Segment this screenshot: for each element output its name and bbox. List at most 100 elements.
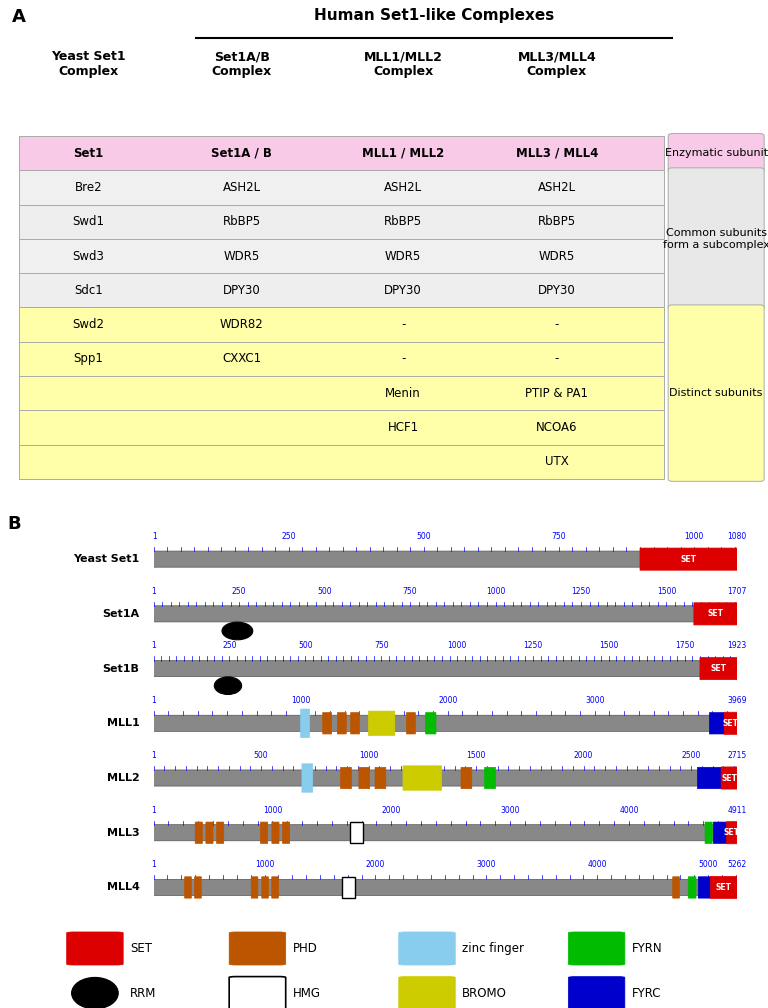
Text: MLL3 / MLL4: MLL3 / MLL4 — [515, 147, 598, 159]
Text: MLL1 / MLL2: MLL1 / MLL2 — [362, 147, 445, 159]
Text: SET: SET — [131, 942, 152, 955]
Text: Swd3: Swd3 — [72, 250, 104, 262]
Text: RbBP5: RbBP5 — [384, 216, 422, 228]
Ellipse shape — [214, 677, 242, 695]
FancyBboxPatch shape — [272, 823, 279, 844]
FancyBboxPatch shape — [406, 713, 415, 734]
FancyBboxPatch shape — [206, 823, 213, 844]
FancyBboxPatch shape — [262, 877, 268, 898]
Text: 1: 1 — [151, 805, 156, 814]
FancyBboxPatch shape — [351, 713, 359, 734]
Text: Bre2: Bre2 — [74, 181, 102, 194]
Text: WDR5: WDR5 — [385, 250, 422, 262]
Bar — [19, 342, 664, 376]
Text: 500: 500 — [253, 751, 268, 760]
Text: 500: 500 — [317, 587, 332, 596]
Text: MLL3/MLL4
Complex: MLL3/MLL4 Complex — [518, 50, 596, 79]
Bar — [19, 445, 664, 479]
Text: 2500: 2500 — [681, 751, 700, 760]
Text: Human Set1-like Complexes: Human Set1-like Complexes — [314, 7, 554, 22]
FancyBboxPatch shape — [194, 877, 201, 898]
Bar — [19, 376, 664, 410]
Bar — [349, 823, 362, 844]
Ellipse shape — [222, 622, 253, 640]
Text: Swd1: Swd1 — [72, 216, 104, 228]
Text: WDR5: WDR5 — [223, 250, 260, 262]
Text: 1: 1 — [151, 641, 156, 650]
FancyBboxPatch shape — [710, 876, 737, 898]
Text: Set1A / B: Set1A / B — [211, 147, 273, 159]
Text: 1000: 1000 — [684, 532, 703, 541]
Text: BROMO: BROMO — [462, 987, 507, 1000]
Text: Enzymatic subunit: Enzymatic subunit — [664, 148, 768, 158]
Text: ASH2L: ASH2L — [538, 181, 576, 194]
Text: 500: 500 — [416, 532, 431, 541]
Text: SET: SET — [724, 829, 740, 838]
Text: 3969: 3969 — [727, 697, 747, 706]
Text: PHD: PHD — [293, 942, 318, 955]
Text: Yeast Set1: Yeast Set1 — [73, 554, 140, 564]
FancyBboxPatch shape — [272, 877, 278, 898]
Text: 1000: 1000 — [263, 805, 282, 814]
FancyBboxPatch shape — [369, 711, 395, 736]
Text: DPY30: DPY30 — [538, 284, 576, 296]
Text: RbBP5: RbBP5 — [538, 216, 576, 228]
Text: 1000: 1000 — [291, 697, 310, 706]
Text: Spp1: Spp1 — [74, 353, 103, 365]
Text: CXXC1: CXXC1 — [223, 353, 261, 365]
Text: 1500: 1500 — [657, 587, 676, 596]
FancyBboxPatch shape — [154, 716, 737, 732]
FancyBboxPatch shape — [705, 823, 712, 844]
FancyBboxPatch shape — [668, 305, 764, 482]
FancyBboxPatch shape — [668, 168, 764, 310]
Text: 3000: 3000 — [477, 861, 496, 869]
Text: zinc finger: zinc finger — [462, 942, 525, 955]
FancyBboxPatch shape — [323, 713, 332, 734]
Text: 250: 250 — [222, 641, 237, 650]
FancyBboxPatch shape — [713, 823, 727, 844]
Text: 4000: 4000 — [619, 805, 639, 814]
Text: B: B — [7, 515, 21, 533]
Bar — [19, 410, 664, 445]
Bar — [19, 273, 664, 307]
Text: NCOA6: NCOA6 — [536, 421, 578, 433]
Bar — [19, 170, 664, 205]
FancyBboxPatch shape — [698, 877, 710, 898]
FancyBboxPatch shape — [67, 932, 123, 965]
Bar — [19, 307, 664, 342]
FancyBboxPatch shape — [217, 823, 223, 844]
Text: 1: 1 — [151, 751, 156, 760]
FancyBboxPatch shape — [154, 660, 737, 676]
Text: MLL1: MLL1 — [107, 719, 140, 729]
Text: Set1A: Set1A — [102, 609, 140, 619]
Text: Swd2: Swd2 — [72, 319, 104, 331]
Text: DPY30: DPY30 — [384, 284, 422, 296]
Text: MLL2: MLL2 — [107, 773, 140, 783]
FancyBboxPatch shape — [697, 767, 721, 788]
FancyBboxPatch shape — [260, 823, 268, 844]
FancyBboxPatch shape — [673, 877, 680, 898]
Text: Menin: Menin — [386, 387, 421, 399]
FancyBboxPatch shape — [485, 767, 495, 788]
Text: SET: SET — [707, 610, 723, 618]
FancyBboxPatch shape — [399, 932, 455, 965]
Text: 1500: 1500 — [599, 641, 618, 650]
Text: 1707: 1707 — [727, 587, 747, 596]
Text: 1750: 1750 — [675, 641, 694, 650]
Text: 1: 1 — [151, 697, 156, 706]
FancyBboxPatch shape — [403, 766, 442, 790]
Text: SET: SET — [710, 664, 727, 673]
FancyBboxPatch shape — [700, 657, 737, 679]
Text: 5000: 5000 — [698, 861, 718, 869]
FancyBboxPatch shape — [229, 977, 286, 1008]
FancyBboxPatch shape — [195, 823, 202, 844]
Text: 250: 250 — [281, 532, 296, 541]
FancyBboxPatch shape — [399, 977, 455, 1008]
Text: WDR5: WDR5 — [538, 250, 575, 262]
FancyBboxPatch shape — [461, 767, 472, 788]
Text: SET: SET — [723, 719, 739, 728]
Text: 1923: 1923 — [727, 641, 747, 650]
FancyBboxPatch shape — [359, 767, 369, 788]
Text: 1250: 1250 — [571, 587, 591, 596]
FancyBboxPatch shape — [724, 713, 737, 735]
